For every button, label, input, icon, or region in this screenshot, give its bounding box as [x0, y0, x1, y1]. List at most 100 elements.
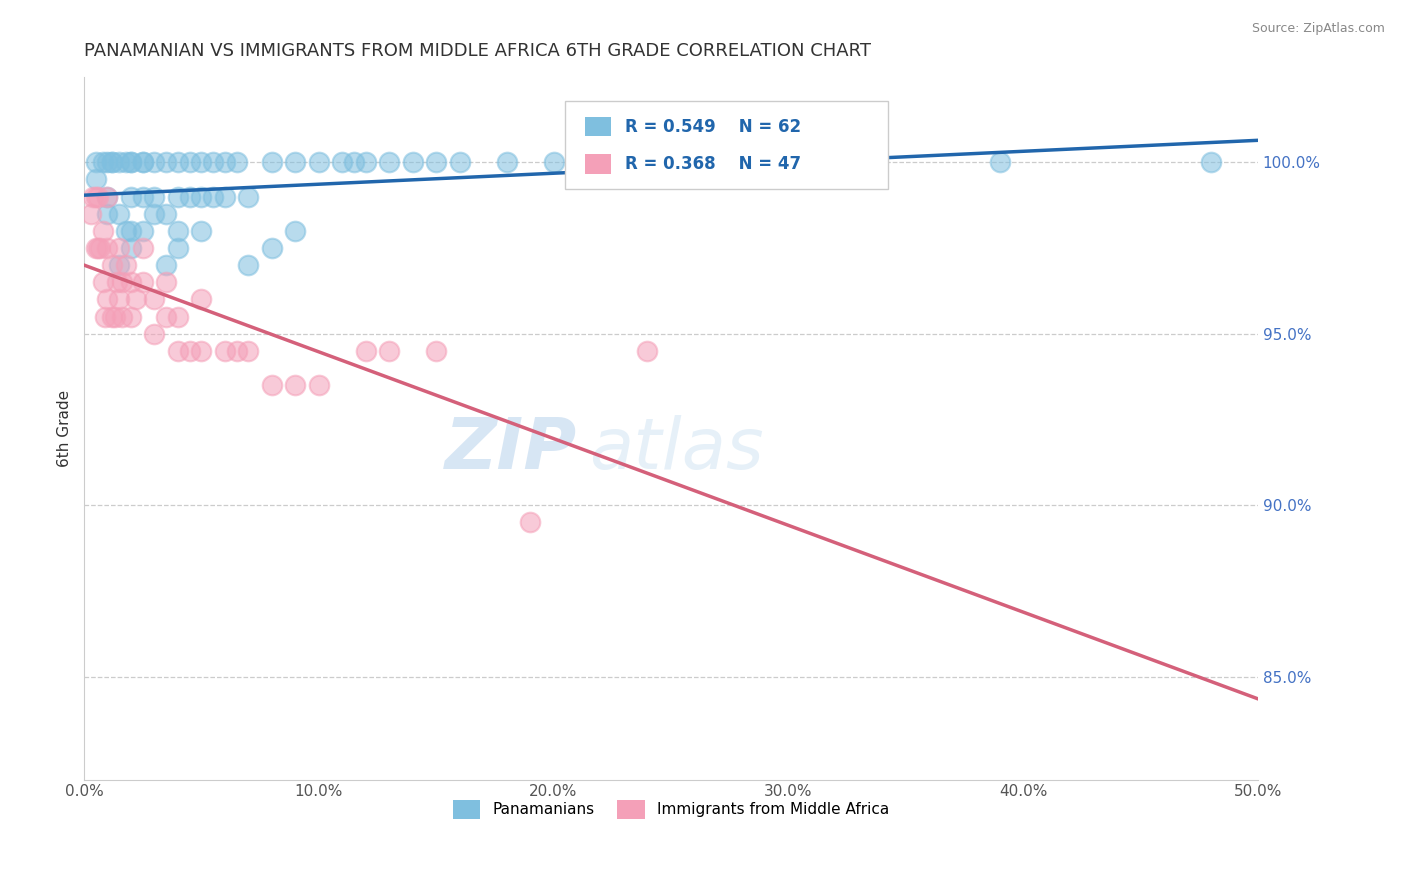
- Point: [143, 293, 166, 307]
- Point: [167, 189, 190, 203]
- Point: [96, 293, 118, 307]
- Point: [115, 224, 138, 238]
- Point: [190, 293, 212, 307]
- Point: [91, 224, 114, 238]
- Point: [284, 224, 307, 238]
- Point: [343, 155, 366, 169]
- Point: [308, 155, 330, 169]
- Point: [167, 155, 190, 169]
- Text: atlas: atlas: [589, 415, 763, 483]
- Point: [214, 189, 236, 203]
- Legend: Panamanians, Immigrants from Middle Africa: Panamanians, Immigrants from Middle Afri…: [447, 794, 896, 825]
- Point: [84, 172, 107, 186]
- Point: [131, 155, 153, 169]
- FancyBboxPatch shape: [585, 117, 612, 136]
- Point: [636, 155, 658, 169]
- Point: [519, 516, 541, 530]
- Point: [143, 189, 166, 203]
- Point: [120, 276, 142, 290]
- Point: [87, 189, 110, 203]
- Point: [120, 224, 142, 238]
- Point: [131, 241, 153, 255]
- Point: [96, 155, 118, 169]
- Point: [110, 276, 132, 290]
- Point: [143, 155, 166, 169]
- Point: [225, 343, 247, 358]
- Y-axis label: 6th Grade: 6th Grade: [58, 390, 72, 467]
- Point: [238, 258, 260, 272]
- Point: [284, 378, 307, 392]
- Point: [89, 241, 111, 255]
- Point: [108, 207, 131, 221]
- Text: PANAMANIAN VS IMMIGRANTS FROM MIDDLE AFRICA 6TH GRADE CORRELATION CHART: PANAMANIAN VS IMMIGRANTS FROM MIDDLE AFR…: [84, 42, 870, 60]
- Point: [87, 241, 110, 255]
- Point: [96, 189, 118, 203]
- Point: [214, 343, 236, 358]
- Point: [131, 224, 153, 238]
- Text: ZIP: ZIP: [444, 415, 576, 483]
- Point: [402, 155, 425, 169]
- Point: [238, 189, 260, 203]
- Point: [96, 207, 118, 221]
- Point: [131, 189, 153, 203]
- Point: [284, 155, 307, 169]
- Point: [155, 276, 177, 290]
- Point: [101, 155, 124, 169]
- Point: [101, 310, 124, 324]
- Point: [260, 378, 283, 392]
- Point: [179, 155, 201, 169]
- Point: [124, 293, 146, 307]
- Point: [91, 276, 114, 290]
- Point: [84, 155, 107, 169]
- FancyBboxPatch shape: [585, 154, 612, 174]
- Point: [108, 155, 131, 169]
- Point: [80, 207, 103, 221]
- Text: R = 0.368    N = 47: R = 0.368 N = 47: [626, 155, 801, 173]
- Point: [190, 189, 212, 203]
- Point: [225, 155, 247, 169]
- Text: R = 0.549    N = 62: R = 0.549 N = 62: [626, 118, 801, 136]
- Point: [378, 343, 401, 358]
- Point: [131, 155, 153, 169]
- Point: [115, 155, 138, 169]
- Point: [120, 189, 142, 203]
- Point: [330, 155, 353, 169]
- Point: [155, 155, 177, 169]
- Point: [190, 155, 212, 169]
- Point: [378, 155, 401, 169]
- Point: [167, 343, 190, 358]
- Point: [101, 155, 124, 169]
- Text: Source: ZipAtlas.com: Source: ZipAtlas.com: [1251, 22, 1385, 36]
- Point: [155, 207, 177, 221]
- Point: [202, 155, 225, 169]
- Point: [120, 310, 142, 324]
- Point: [214, 155, 236, 169]
- Point: [120, 241, 142, 255]
- Point: [190, 224, 212, 238]
- Point: [179, 189, 201, 203]
- Point: [425, 155, 447, 169]
- Point: [260, 155, 283, 169]
- Point: [84, 189, 107, 203]
- Point: [101, 258, 124, 272]
- Point: [96, 189, 118, 203]
- Point: [449, 155, 471, 169]
- Point: [707, 155, 730, 169]
- Point: [108, 293, 131, 307]
- Point: [96, 241, 118, 255]
- Point: [108, 258, 131, 272]
- Point: [115, 258, 138, 272]
- Point: [131, 276, 153, 290]
- Point: [167, 224, 190, 238]
- Point: [120, 155, 142, 169]
- Point: [91, 155, 114, 169]
- Point: [179, 343, 201, 358]
- Point: [260, 241, 283, 255]
- Point: [108, 241, 131, 255]
- Point: [167, 310, 190, 324]
- Point: [354, 155, 377, 169]
- Point: [1199, 155, 1222, 169]
- Point: [84, 241, 107, 255]
- Point: [495, 155, 517, 169]
- Point: [110, 310, 132, 324]
